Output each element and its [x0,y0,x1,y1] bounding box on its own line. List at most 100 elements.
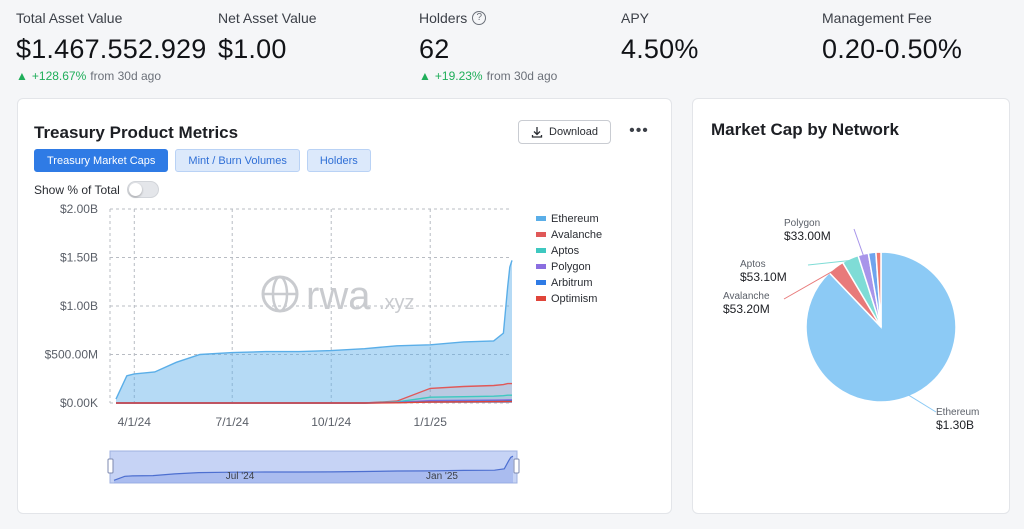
series-line-avalanche [116,382,512,404]
pie-label-value: $1.30B [936,418,974,432]
card-title: Treasury Product Metrics [34,123,239,142]
pie-label-name: Polygon [784,218,820,229]
stat-label: Total Asset Value [16,10,123,26]
pie-leader-line [853,228,865,257]
toggle-label: Show % of Total [34,182,120,197]
stat-management-fee: Management Fee 0.20-0.50% [822,8,962,66]
x-tick-label: 7/1/24 [216,415,250,429]
stat-value: $1.467.552.929 [16,34,207,64]
help-icon[interactable]: ? [472,11,487,25]
change-suffix: from 30d ago [90,69,161,83]
pie-leader-line [907,394,937,413]
x-tick-label: 10/1/24 [311,415,351,429]
chart-legend: Ethereum Avalanche Aptos Polygon Arbitrum Opt… [536,213,602,305]
tab-mint-burn-volumes[interactable]: Mint / Burn Volumes [175,149,300,172]
up-arrow-icon: ▲ [419,69,431,83]
pie-slice-optimism [875,251,882,328]
range-label: Jan '25 [426,471,458,482]
stat-total-asset-value: Total Asset Value $1.467.552.929 ▲ +128.… [16,8,206,83]
legend-swatch [536,248,546,253]
legend-swatch [536,232,546,237]
stat-label: Holders ? [419,8,557,28]
series-line-polygon [116,399,512,404]
pie-slices [805,251,957,403]
series-area-avalanche [116,383,512,403]
ellipsis-icon[interactable]: ••• [629,122,649,139]
percent-of-total-toggle[interactable] [126,181,159,198]
legend-entry: Aptos [551,245,580,257]
pie-label-value: $33.00M [784,229,831,243]
stat-label: Management Fee [822,10,932,26]
pie-leader-line [783,268,838,300]
tab-treasury-market-caps[interactable]: Treasury Market Caps [34,149,169,172]
change-percent: +128.67% [31,69,87,83]
series-area-arbitrum [116,400,512,403]
legend-entry: Ethereum [551,213,599,225]
pie-label-value: $53.10M [740,270,787,284]
pie-label-name: Ethereum [936,407,979,418]
series-line-ethereum [115,260,513,400]
range-selector[interactable]: Jul '24 Jan '25 [107,450,520,484]
stat-value: 0.20-0.50% [822,34,963,64]
series-area-optimism [116,401,512,403]
y-tick-label: $2.00B [60,202,98,216]
series-area-aptos [116,395,512,403]
pie-labels: Ethereum$1.30B Avalanche$53.20M Aptos$53.1… [723,218,979,432]
download-label: Download [549,126,598,138]
x-tick-label: 4/1/24 [118,415,152,429]
legend-entry: Avalanche [551,229,602,241]
legend-swatch [536,216,546,221]
watermark: rwa .xyz [261,274,415,318]
series-area-ethereum [116,260,512,403]
stat-change: ▲ +128.67% from 30d ago [16,69,206,83]
stat-change: ▲ +19.23% from 30d ago [419,69,557,83]
up-arrow-icon: ▲ [16,69,28,83]
watermark-text: rwa [306,274,371,318]
y-tick-label: $1.00B [60,299,98,313]
y-tick-label: $0.00K [60,396,98,410]
stat-value: 4.50% [621,34,699,64]
legend-entry: Polygon [551,261,591,273]
download-icon [531,127,543,138]
pie-label-value: $53.20M [723,302,770,316]
series-line-arbitrum [116,399,513,404]
tab-holders[interactable]: Holders [306,149,371,172]
range-window [109,450,518,484]
legend-swatch [536,264,546,269]
pie-label-name: Aptos [740,259,766,270]
series-line-aptos [116,394,512,404]
change-suffix: from 30d ago [486,69,558,83]
legend-swatch [536,280,546,285]
series-line-optimism [116,400,512,404]
download-button[interactable]: Download [518,120,611,144]
x-axis-ticks: 4/1/24 7/1/24 10/1/24 1/1/25 [118,415,448,429]
legend-swatch [536,296,546,301]
range-handle-left [107,458,114,474]
stat-label-text: Holders [419,10,468,26]
stat-value: 62 [419,34,450,64]
change-percent: +19.23% [434,69,483,83]
legend-entry: Arbitrum [551,277,593,289]
card-title: Market Cap by Network [711,120,899,139]
y-tick-label: $1.50B [60,251,98,265]
range-preview-area [114,456,513,483]
stat-label: APY [621,10,650,26]
y-axis-ticks: $0.00K $500.00M $1.00B $1.50B $2.00B [45,202,98,410]
range-handle-right [513,458,520,474]
stat-net-asset-value: Net Asset Value $1.00 [218,8,317,66]
network-card: Market Cap by Network Ethereum $1.30B Aval… [692,98,1010,514]
range-preview-line [113,455,514,481]
y-tick-label: $500.00M [45,348,98,362]
percent-toggle-row: Show % of Total [34,181,159,198]
x-tick-label: 1/1/25 [414,415,448,429]
chart-grid [109,208,512,404]
series-areas [115,260,513,404]
metric-tabs: Treasury Market Caps Mint / Burn Volumes… [34,149,371,172]
pie-label-name: Avalanche [723,291,770,302]
network-pie-chart: Ethereum$1.30B Avalanche$53.20M Aptos$53.1… [723,218,979,432]
stat-label: Net Asset Value [218,10,317,26]
stats-row: Total Asset Value $1.467.552.929 ▲ +128.… [0,0,1024,96]
treasury-metrics-card: Treasury Product Metrics Download ••• Tr… [17,98,672,514]
series-area-polygon [116,399,512,403]
stat-value: $1.00 [218,34,287,64]
